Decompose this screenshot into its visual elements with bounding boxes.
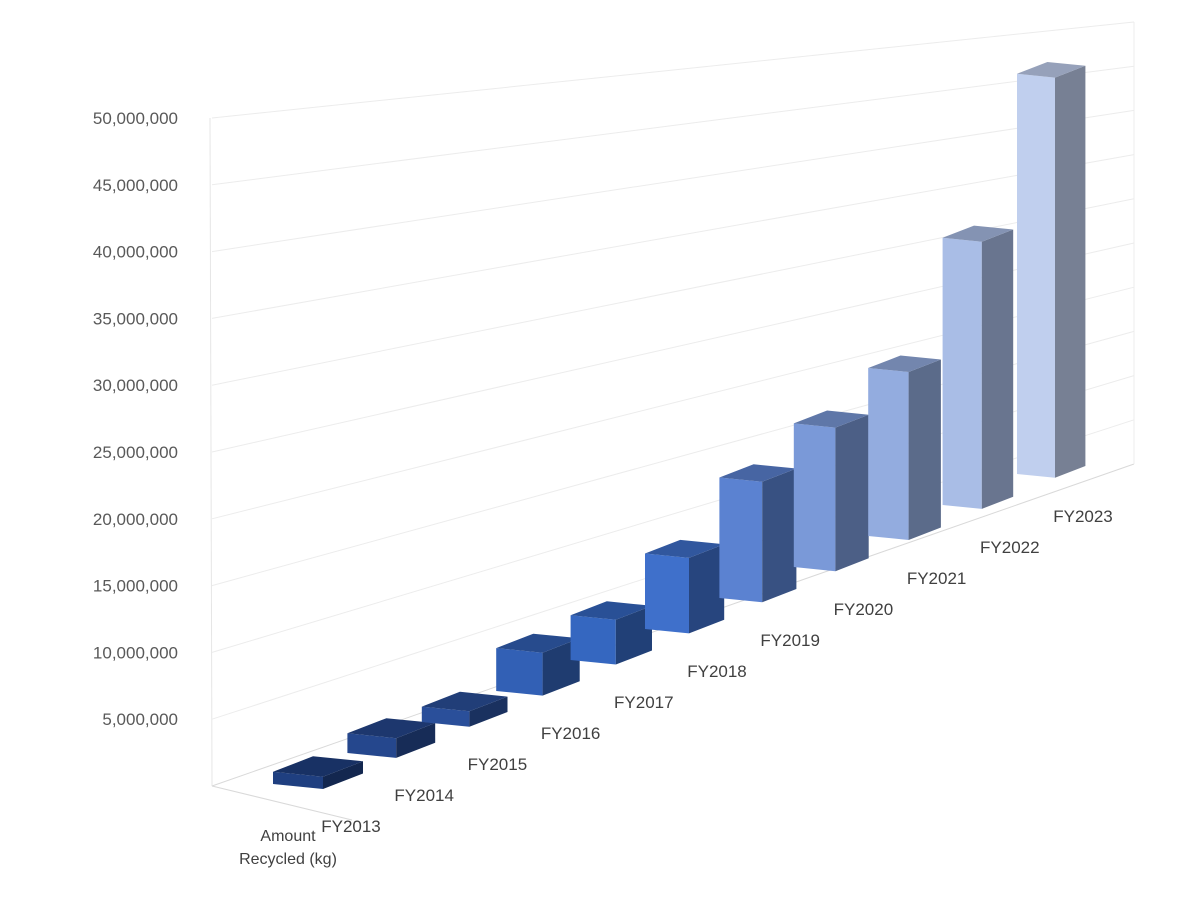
y-tick-label: 15,000,000 (93, 577, 178, 596)
bar-front-face (570, 615, 616, 665)
x-tick-label: FY2021 (907, 569, 967, 588)
y-tick-label: 30,000,000 (93, 376, 178, 395)
bar-fy2019 (719, 464, 797, 603)
bar-side-face (323, 761, 363, 789)
bar-side-face (542, 638, 580, 696)
y-tick-label: 45,000,000 (93, 176, 178, 195)
bar-top-face (347, 718, 436, 739)
bar-front-face (793, 423, 836, 572)
y-tick-label: 35,000,000 (93, 309, 178, 328)
gridline-8 (211, 109, 1135, 253)
bar-side-face (469, 696, 508, 727)
bar-fy2015 (421, 691, 508, 727)
side-wall-edge (209, 117, 213, 787)
bar-side-face (762, 468, 797, 603)
bar-side-face (615, 605, 652, 665)
y-tick-label: 40,000,000 (93, 243, 178, 262)
bar-fy2016 (496, 633, 580, 696)
bar-front-face (942, 237, 982, 509)
x-tick-label: FY2022 (980, 538, 1040, 557)
bar-top-face (793, 410, 869, 428)
bar-side-face (908, 359, 941, 540)
bar-layer (273, 62, 1086, 789)
bar-top-face (496, 633, 580, 653)
y-tick-label: 10,000,000 (93, 643, 178, 662)
y-tick-label: 5,000,000 (102, 710, 178, 729)
bar-top-face (421, 691, 508, 712)
tick-layer: 5,000,000 10,000,000 15,000,000 20,000,000 2… (93, 109, 178, 729)
series-name-label: Amount Recycled (kg) (239, 828, 337, 868)
x-tick-label: FY2013 (321, 817, 381, 836)
bar-top-face (645, 539, 725, 558)
floor-left-edge (211, 785, 353, 821)
bar-front-face (273, 771, 323, 789)
bar-side-face (689, 544, 725, 634)
bar-front-face (645, 553, 689, 634)
bar-side-face (981, 229, 1014, 509)
bar-top-face (719, 464, 797, 482)
bar-side-face (835, 414, 869, 572)
x-tick-label: FY2017 (614, 693, 674, 712)
gridline-9 (211, 65, 1135, 186)
bar-top-face (868, 355, 941, 372)
bar-side-face (1055, 65, 1086, 478)
bar-front-face (496, 648, 543, 696)
bar-front-face (868, 368, 909, 540)
bar-fy2018 (645, 539, 725, 634)
bar-top-face (942, 225, 1014, 242)
x-tick-label: FY2020 (834, 600, 894, 619)
bar-fy2014 (347, 718, 436, 758)
x-tick-label: FY2014 (394, 786, 454, 805)
series-label-layer: Amount Recycled (kg) (239, 828, 337, 868)
x-tick-label: FY2023 (1053, 507, 1113, 526)
bar-fy2020 (793, 410, 869, 572)
gridline-10 (211, 21, 1135, 119)
bar-front-face (421, 706, 470, 727)
bar-fy2023 (1017, 62, 1086, 478)
x-tick-label: FY2015 (468, 755, 528, 774)
gridline-7 (211, 154, 1135, 319)
bar-top-face (273, 756, 363, 777)
category-label-layer: FY2013 FY2014 FY2015 FY2016 FY2017 FY2018 FY20… (321, 507, 1113, 836)
x-tick-label: FY2018 (687, 662, 747, 681)
bar-top-face (1017, 62, 1086, 78)
bar-side-face (396, 723, 436, 758)
y-tick-label: 25,000,000 (93, 443, 178, 462)
bar-fy2022 (942, 225, 1014, 509)
y-tick-label: 20,000,000 (93, 510, 178, 529)
bar-fy2021 (868, 355, 941, 540)
bar-front-face (719, 477, 763, 603)
bar-front-face (347, 733, 397, 758)
bar-fy2013 (273, 756, 363, 789)
x-tick-label: FY2019 (760, 631, 820, 650)
y-tick-label: 50,000,000 (93, 109, 178, 128)
x-tick-label: FY2016 (541, 724, 601, 743)
bar-fy2017 (570, 601, 652, 665)
bar-top-face (570, 601, 652, 620)
bar-front-face (1017, 73, 1055, 478)
